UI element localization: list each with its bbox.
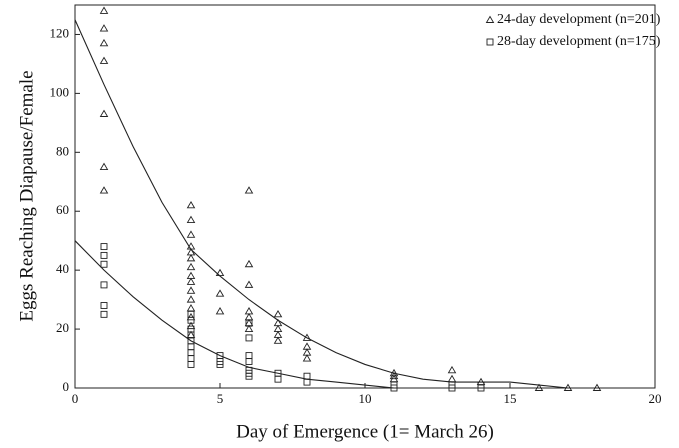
y-tick-label: 80: [56, 143, 69, 158]
square-marker: [100, 243, 108, 251]
plot-frame: [74, 4, 656, 389]
triangle-marker: [273, 336, 283, 344]
triangle-marker: [99, 186, 109, 194]
triangle-marker: [215, 307, 225, 315]
square-marker: [100, 281, 108, 289]
legend-text: 28-day development (n=175): [497, 34, 661, 49]
square-marker: [245, 334, 253, 342]
square-marker: [100, 251, 108, 259]
triangle-marker: [592, 383, 602, 391]
triangle-marker: [244, 186, 254, 194]
square-marker: [245, 319, 253, 327]
square-marker: [390, 384, 398, 392]
square-marker: [245, 352, 253, 360]
triangle-marker: [244, 324, 254, 333]
square-marker: [245, 358, 253, 365]
y-tick-label: 60: [56, 202, 69, 217]
square-marker: [187, 316, 195, 324]
triangle-marker: [186, 253, 196, 262]
square-marker: [187, 355, 195, 362]
x-tick-label: 15: [504, 391, 517, 406]
triangle-marker: [186, 286, 196, 294]
y-tick-label: 100: [50, 84, 70, 99]
triangle-marker: [186, 295, 196, 303]
y-axis-title: Eggs Reaching Diapause/Female: [16, 70, 37, 321]
triangle-marker: [99, 38, 109, 47]
triangle-marker: [447, 374, 457, 383]
square-marker: [187, 360, 195, 368]
square-marker: [274, 375, 282, 383]
triangle-marker: [99, 24, 109, 32]
triangle-marker: [563, 383, 573, 391]
square-marker: [216, 360, 224, 368]
fit-curve: [74, 240, 395, 389]
square-marker: [477, 384, 485, 392]
triangle-marker: [186, 230, 196, 238]
triangle-marker: [99, 56, 109, 64]
triangle-marker: [186, 262, 196, 271]
triangle-marker: [302, 354, 312, 362]
square-marker: [245, 372, 253, 380]
x-axis-title: Day of Emergence (1= March 26): [236, 421, 494, 442]
x-tick-label: 20: [649, 391, 662, 406]
triangle-marker: [186, 215, 196, 224]
y-tick-label: 40: [56, 261, 69, 276]
y-tick-label: 20: [56, 320, 69, 335]
square-marker: [448, 384, 456, 392]
triangle-marker: [485, 15, 495, 23]
triangle-marker: [215, 268, 225, 277]
triangle-marker: [186, 304, 196, 312]
square-marker: [303, 378, 311, 386]
square-marker: [187, 343, 195, 351]
square-marker: [100, 260, 108, 268]
fit-curve: [74, 19, 569, 389]
x-tick-label: 10: [359, 391, 372, 406]
triangle-marker: [534, 383, 544, 391]
triangle-marker: [447, 365, 457, 374]
x-tick-label: 0: [72, 391, 79, 406]
x-tick-label: 5: [217, 391, 224, 406]
triangle-marker: [389, 371, 399, 380]
y-tick-label: 120: [50, 25, 70, 40]
legend-text: 24-day development (n=201): [497, 12, 661, 27]
triangle-marker: [244, 280, 254, 288]
square-marker: [100, 310, 108, 318]
triangle-marker: [244, 259, 254, 268]
square-marker: [486, 38, 494, 46]
triangle-marker: [186, 277, 196, 285]
triangle-marker: [99, 6, 109, 14]
y-tick-label: 0: [63, 379, 70, 394]
triangle-marker: [99, 162, 109, 170]
triangle-marker: [302, 333, 312, 341]
triangle-marker: [99, 109, 109, 117]
triangle-marker: [273, 309, 283, 318]
triangle-marker: [186, 200, 196, 209]
triangle-marker: [215, 289, 225, 297]
square-marker: [100, 302, 108, 309]
square-marker: [187, 349, 195, 357]
